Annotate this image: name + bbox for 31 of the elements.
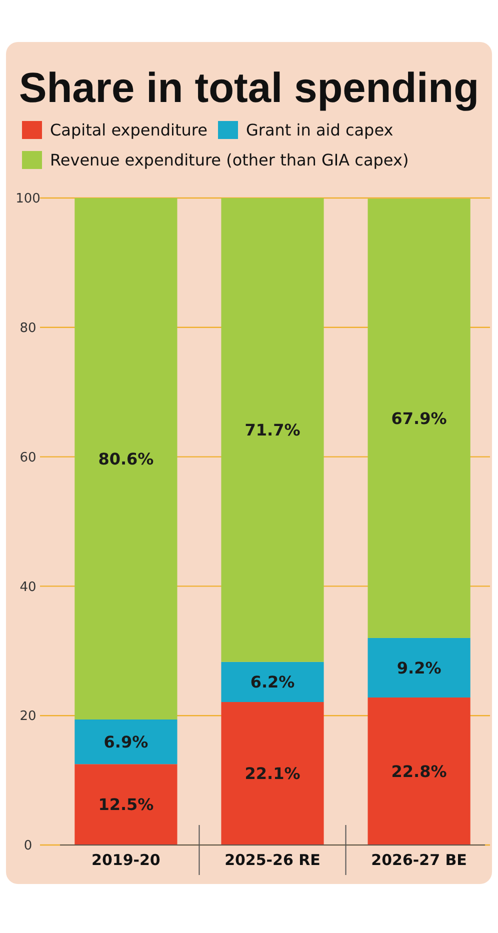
bar (74, 198, 178, 720)
y-tick-label: 40 (20, 580, 36, 595)
data-label: 6.2% (250, 672, 295, 692)
data-label: 71.7% (244, 420, 300, 440)
y-tick-label: 0 (24, 838, 32, 854)
legend-label: Capital expenditure (50, 120, 208, 140)
bar (74, 764, 178, 845)
bar (74, 719, 178, 764)
data-label: 6.9% (104, 732, 148, 752)
data-label: 80.6% (98, 449, 154, 468)
legend-label: Grant in aid capex (246, 120, 394, 140)
bar (368, 697, 470, 845)
y-tick-label: 100 (16, 192, 40, 207)
x-tick-label: 2026-27 BE (371, 851, 467, 869)
chart-title: Share in total spending (19, 64, 484, 111)
x-tick-label: 2019-20 (92, 851, 160, 869)
bar (368, 638, 470, 698)
data-label: 12.5% (98, 795, 154, 814)
y-tick-label: 60 (20, 450, 36, 466)
data-label: 22.1% (244, 764, 300, 784)
bar (368, 198, 470, 638)
y-tick-label: 20 (20, 709, 36, 724)
data-label: 9.2% (396, 658, 442, 678)
legend-label: Revenue expenditure (other than GIA capex) (50, 150, 409, 170)
x-tick-label: 2025-26 RE (224, 851, 320, 869)
data-label: 22.8% (391, 762, 447, 781)
y-tick-label: 80 (20, 320, 36, 336)
data-label: 67.9% (391, 408, 447, 428)
bar (221, 702, 324, 845)
bar (221, 198, 324, 662)
bar (221, 662, 324, 702)
